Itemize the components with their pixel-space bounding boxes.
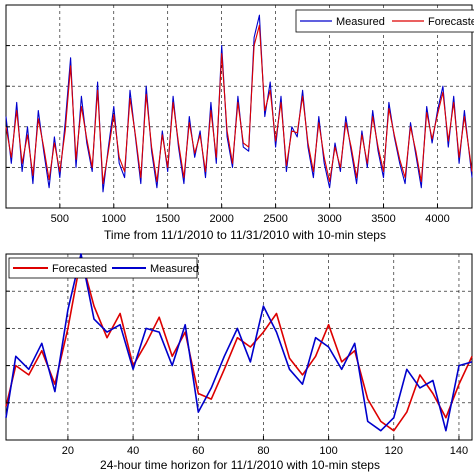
- chart-bottom: 20 40 60 80 100 120 140 Forecasted Measured 24…: [5, 253, 473, 472]
- bottom-x-tick-label: 120: [385, 445, 403, 457]
- bottom-x-tick-label: 20: [62, 445, 74, 457]
- top-x-axis-label: Time from 11/1/2010 to 11/31/2010 with 1…: [104, 228, 386, 242]
- bottom-x-tick-label: 140: [450, 445, 468, 457]
- top-x-tick-label: 1000: [102, 213, 126, 225]
- top-x-tick-label: 3500: [371, 213, 395, 225]
- bottom-x-axis-label: 24-hour time horizon for 11/1/2010 with …: [100, 458, 380, 472]
- bottom-legend-label-measured: Measured: [150, 263, 199, 275]
- chart-top: 500 1000 1500 2000 2500 3000 3500 4000 Measured…: [5, 4, 474, 242]
- bottom-plot-frame: [5, 253, 473, 441]
- top-legend-box: [295, 9, 474, 33]
- top-x-tick-label: 1500: [155, 213, 179, 225]
- bottom-x-ticks: 20 40 60 80 100 120 140: [6, 290, 468, 457]
- bottom-x-tick-label: 60: [192, 445, 204, 457]
- bottom-x-tick-label: 40: [127, 445, 139, 457]
- bottom-x-tick-label: 100: [319, 445, 337, 457]
- top-series-line-forecasted: [5, 24, 473, 185]
- bottom-series-line-measured: [5, 253, 473, 432]
- top-x-tick-label: 3000: [317, 213, 341, 225]
- top-legend: Measured Forecasted: [295, 9, 474, 33]
- bottom-legend-box: [8, 257, 198, 279]
- top-x-tick-label: 2000: [209, 213, 233, 225]
- bottom-x-tick-label: 80: [257, 445, 269, 457]
- top-series: [5, 14, 473, 193]
- top-legend-label-forecasted: Forecasted: [428, 16, 474, 28]
- top-x-ticks: 500 1000 1500 2000 2500 3000 3500 4000: [6, 45, 450, 225]
- top-legend-label-measured: Measured: [336, 16, 385, 28]
- top-x-tick-label: 2500: [263, 213, 287, 225]
- bottom-legend-label-forecasted: Forecasted: [52, 263, 107, 275]
- top-x-tick-label: 500: [51, 213, 69, 225]
- top-x-tick-label: 4000: [425, 213, 449, 225]
- bottom-legend: Forecasted Measured: [8, 257, 199, 279]
